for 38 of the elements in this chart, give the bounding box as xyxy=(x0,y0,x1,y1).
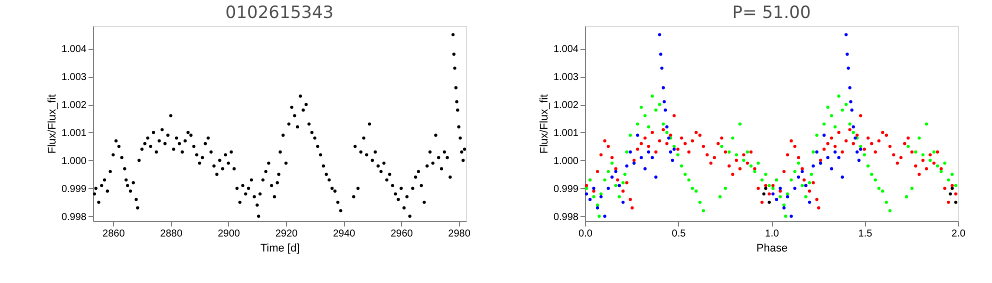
y-tick-label: 1.004 xyxy=(61,44,87,56)
x-tick-label: 2900 xyxy=(218,228,240,240)
y-tick-label: 1.002 xyxy=(61,100,87,112)
x-tick-label: 2920 xyxy=(275,228,298,240)
point xyxy=(954,200,958,204)
x-tick-label: 2960 xyxy=(390,228,414,240)
x-tick-label: 2980 xyxy=(448,228,471,240)
y-tick-label: 1.002 xyxy=(553,100,579,112)
x-tick-label: 2880 xyxy=(160,228,183,240)
y-tick-label: 1.003 xyxy=(553,72,579,84)
x-tick-label: 1.5 xyxy=(858,228,873,240)
x-tick-label: 2940 xyxy=(332,228,356,240)
x-tick-label: 1.0 xyxy=(765,228,780,240)
y-tick-label: 1.001 xyxy=(553,128,579,139)
y-tick-label: 0.998 xyxy=(553,212,579,223)
y-tick-label: 1.001 xyxy=(61,128,87,139)
x-tick-label: 0.5 xyxy=(672,228,686,240)
y-axis-title: Flux/Flux_fit xyxy=(538,94,550,154)
y-tick-label: 0.999 xyxy=(61,184,87,195)
y-tick-label: 1.000 xyxy=(553,156,579,167)
y-tick-label: 0.999 xyxy=(553,184,579,195)
x-tick-label: 2860 xyxy=(102,228,126,240)
x-axis-title: Phase xyxy=(756,242,788,254)
point xyxy=(768,200,771,204)
x-axis-title: Time [d] xyxy=(260,242,300,254)
x-tick-label: 2.0 xyxy=(952,228,966,240)
point xyxy=(950,186,954,190)
point xyxy=(948,192,952,196)
y-axis-title: Flux/Flux_fit xyxy=(46,94,58,154)
y-tick-label: 0.998 xyxy=(61,212,87,223)
point xyxy=(764,186,768,190)
point xyxy=(762,192,766,196)
chart-title: 0102615343 xyxy=(225,3,334,23)
x-tick-label: 0.0 xyxy=(578,228,593,240)
chart-title: P= 51.00 xyxy=(732,3,811,23)
y-tick-label: 1.004 xyxy=(553,44,579,56)
y-tick-label: 1.003 xyxy=(61,72,87,84)
y-tick-label: 1.000 xyxy=(61,156,87,167)
